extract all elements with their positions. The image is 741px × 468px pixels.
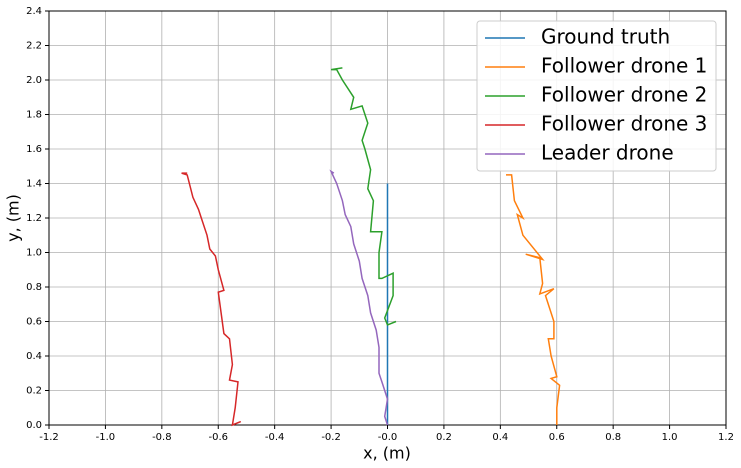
legend-label: Follower drone 1 bbox=[541, 54, 707, 78]
y-tick-label: 2.0 bbox=[26, 75, 42, 86]
x-tick-label: -0.6 bbox=[208, 432, 228, 443]
trajectory bbox=[181, 172, 242, 427]
trajectory bbox=[506, 174, 561, 425]
y-tick-label: 1.4 bbox=[26, 179, 42, 190]
x-tick-label: -0.0 bbox=[378, 432, 398, 443]
trajectory bbox=[330, 67, 397, 326]
x-tick-label: 0.8 bbox=[605, 432, 621, 443]
y-tick-label: 1.2 bbox=[26, 213, 42, 224]
x-tick-label: -0.2 bbox=[321, 432, 341, 443]
legend-label: Leader drone bbox=[541, 141, 674, 165]
legend-label: Follower drone 3 bbox=[541, 112, 707, 136]
x-tick-label: 0.4 bbox=[492, 432, 508, 443]
y-tick-label: 0.6 bbox=[26, 317, 42, 328]
y-axis-label: y, (m) bbox=[4, 194, 23, 242]
x-tick-label: -0.4 bbox=[265, 432, 285, 443]
y-tick-label: 0.0 bbox=[26, 420, 42, 431]
y-tick-label: 0.8 bbox=[26, 282, 42, 293]
x-tick-label: 1.2 bbox=[718, 432, 734, 443]
legend-label: Ground truth bbox=[541, 25, 670, 49]
y-tick-label: 2.4 bbox=[26, 6, 42, 17]
y-tick-label: 1.8 bbox=[26, 110, 42, 121]
y-tick-label: 1.0 bbox=[26, 248, 42, 259]
x-tick-label: -0.8 bbox=[152, 432, 172, 443]
x-tick-label: -1.0 bbox=[96, 432, 116, 443]
y-tick-label: 0.4 bbox=[26, 351, 42, 362]
y-tick-label: 2.2 bbox=[26, 41, 42, 52]
trajectory bbox=[329, 169, 389, 426]
x-tick-label: 1.0 bbox=[662, 432, 678, 443]
x-tick-label: -1.2 bbox=[39, 432, 59, 443]
y-tick-label: 0.2 bbox=[26, 386, 42, 397]
legend-box bbox=[476, 20, 717, 172]
x-axis-label: x, (m) bbox=[363, 444, 411, 463]
x-tick-label: 0.6 bbox=[549, 432, 565, 443]
legend-label: Follower drone 2 bbox=[541, 83, 707, 107]
y-tick-label: 1.6 bbox=[26, 144, 42, 155]
x-tick-label: 0.2 bbox=[436, 432, 452, 443]
